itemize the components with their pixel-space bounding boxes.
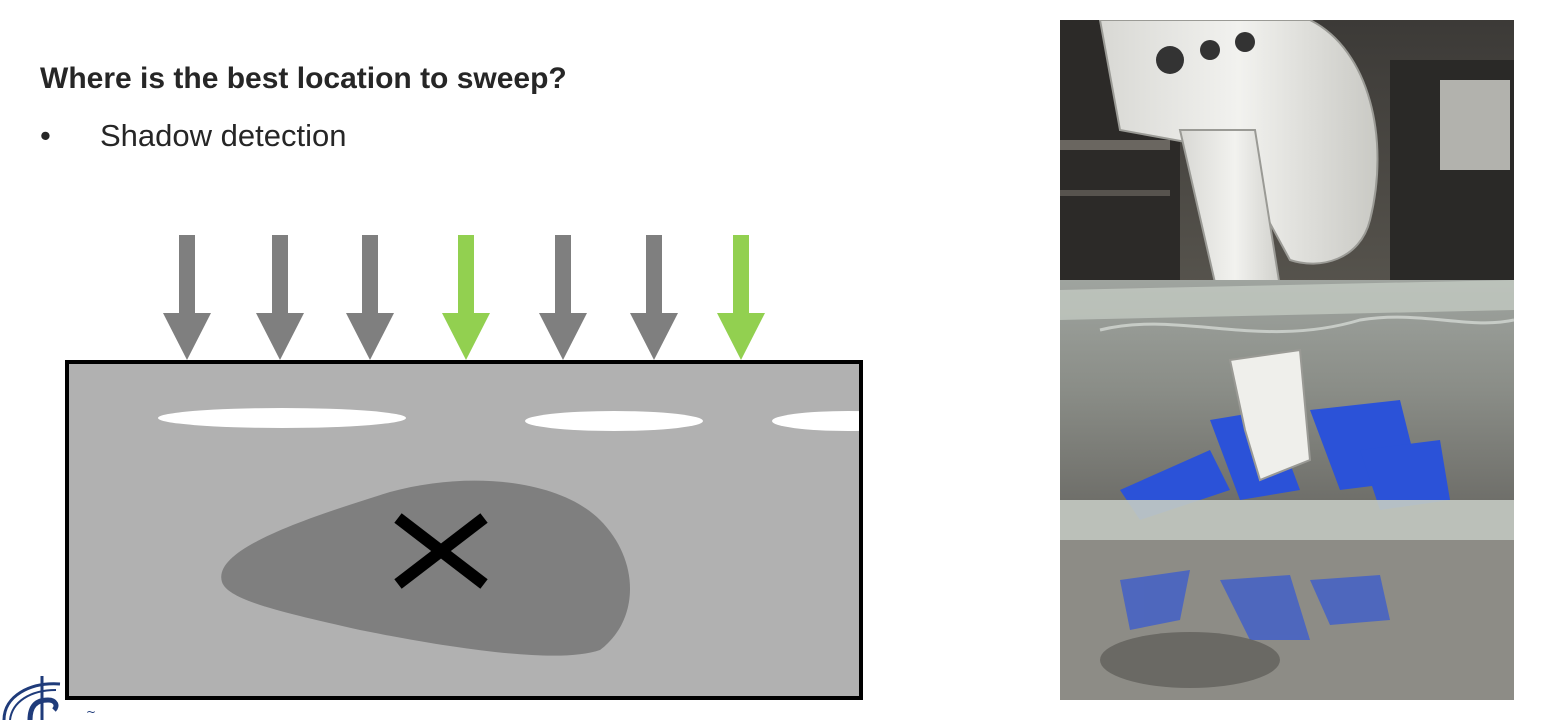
robot-arm-photo bbox=[1060, 20, 1514, 700]
blue-object-reflections bbox=[1120, 570, 1390, 640]
light-arrow-2 bbox=[256, 235, 304, 360]
surface-box-border bbox=[65, 360, 863, 700]
highlight-left bbox=[158, 408, 406, 428]
light-arrow-3 bbox=[346, 235, 394, 360]
highlight-middle bbox=[525, 411, 703, 431]
shadow-detection-diagram bbox=[65, 235, 863, 700]
light-arrows bbox=[163, 235, 765, 360]
light-arrow-6 bbox=[630, 235, 678, 360]
slide-heading: Where is the best location to sweep? bbox=[40, 62, 567, 95]
highlight-right bbox=[772, 411, 861, 431]
robot-gripper bbox=[1228, 348, 1312, 482]
slide-title: · · · · · · · bbox=[38, 0, 211, 10]
recommended-arrow-4 bbox=[442, 235, 490, 360]
bullet-text: Shadow detection bbox=[100, 118, 347, 153]
slide-title-strip: · · · · · · · bbox=[0, 0, 960, 10]
recommended-arrow-7 bbox=[717, 235, 765, 360]
bullet-marker: • bbox=[40, 118, 51, 153]
light-arrow-5 bbox=[539, 235, 587, 360]
best-location-marker bbox=[394, 513, 488, 589]
svg-text:~: ~ bbox=[86, 705, 96, 719]
university-seal-icon: ~ bbox=[2, 676, 96, 720]
light-arrow-1 bbox=[163, 235, 211, 360]
tank-rim bbox=[1060, 500, 1514, 540]
